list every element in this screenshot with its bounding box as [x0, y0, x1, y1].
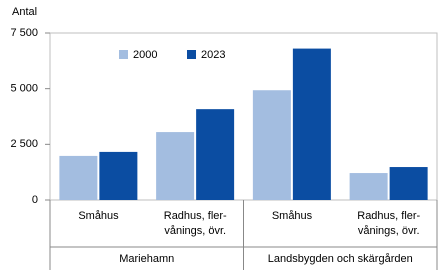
group-label: Mariehamn: [119, 253, 174, 265]
x-tick-label: Småhus: [78, 210, 119, 222]
y-tick-label: 2 500: [10, 138, 38, 150]
bar: [389, 167, 428, 200]
bar: [292, 48, 331, 200]
legend-label: 2023: [201, 49, 225, 61]
y-axis-label: Antal: [12, 6, 37, 18]
y-tick-label: 0: [32, 194, 38, 206]
bar: [99, 151, 138, 200]
bar: [156, 132, 195, 200]
x-tick-label: Småhus: [271, 210, 313, 222]
bar: [252, 90, 291, 200]
x-tick-label: Radhus, fler- vånings, övr.: [163, 210, 227, 237]
bar: [196, 109, 235, 200]
y-tick-label: 5 000: [10, 83, 38, 95]
bar: [59, 155, 98, 200]
legend-swatch: [119, 50, 128, 59]
legend-swatch: [187, 50, 196, 59]
group-label: Landsbygden och skärgården: [268, 253, 413, 265]
x-tick-label: Radhus, fler- vånings, övr.: [357, 210, 421, 237]
bar: [349, 173, 388, 200]
y-tick-label: 7 500: [10, 27, 38, 39]
legend-label: 2000: [133, 49, 157, 61]
